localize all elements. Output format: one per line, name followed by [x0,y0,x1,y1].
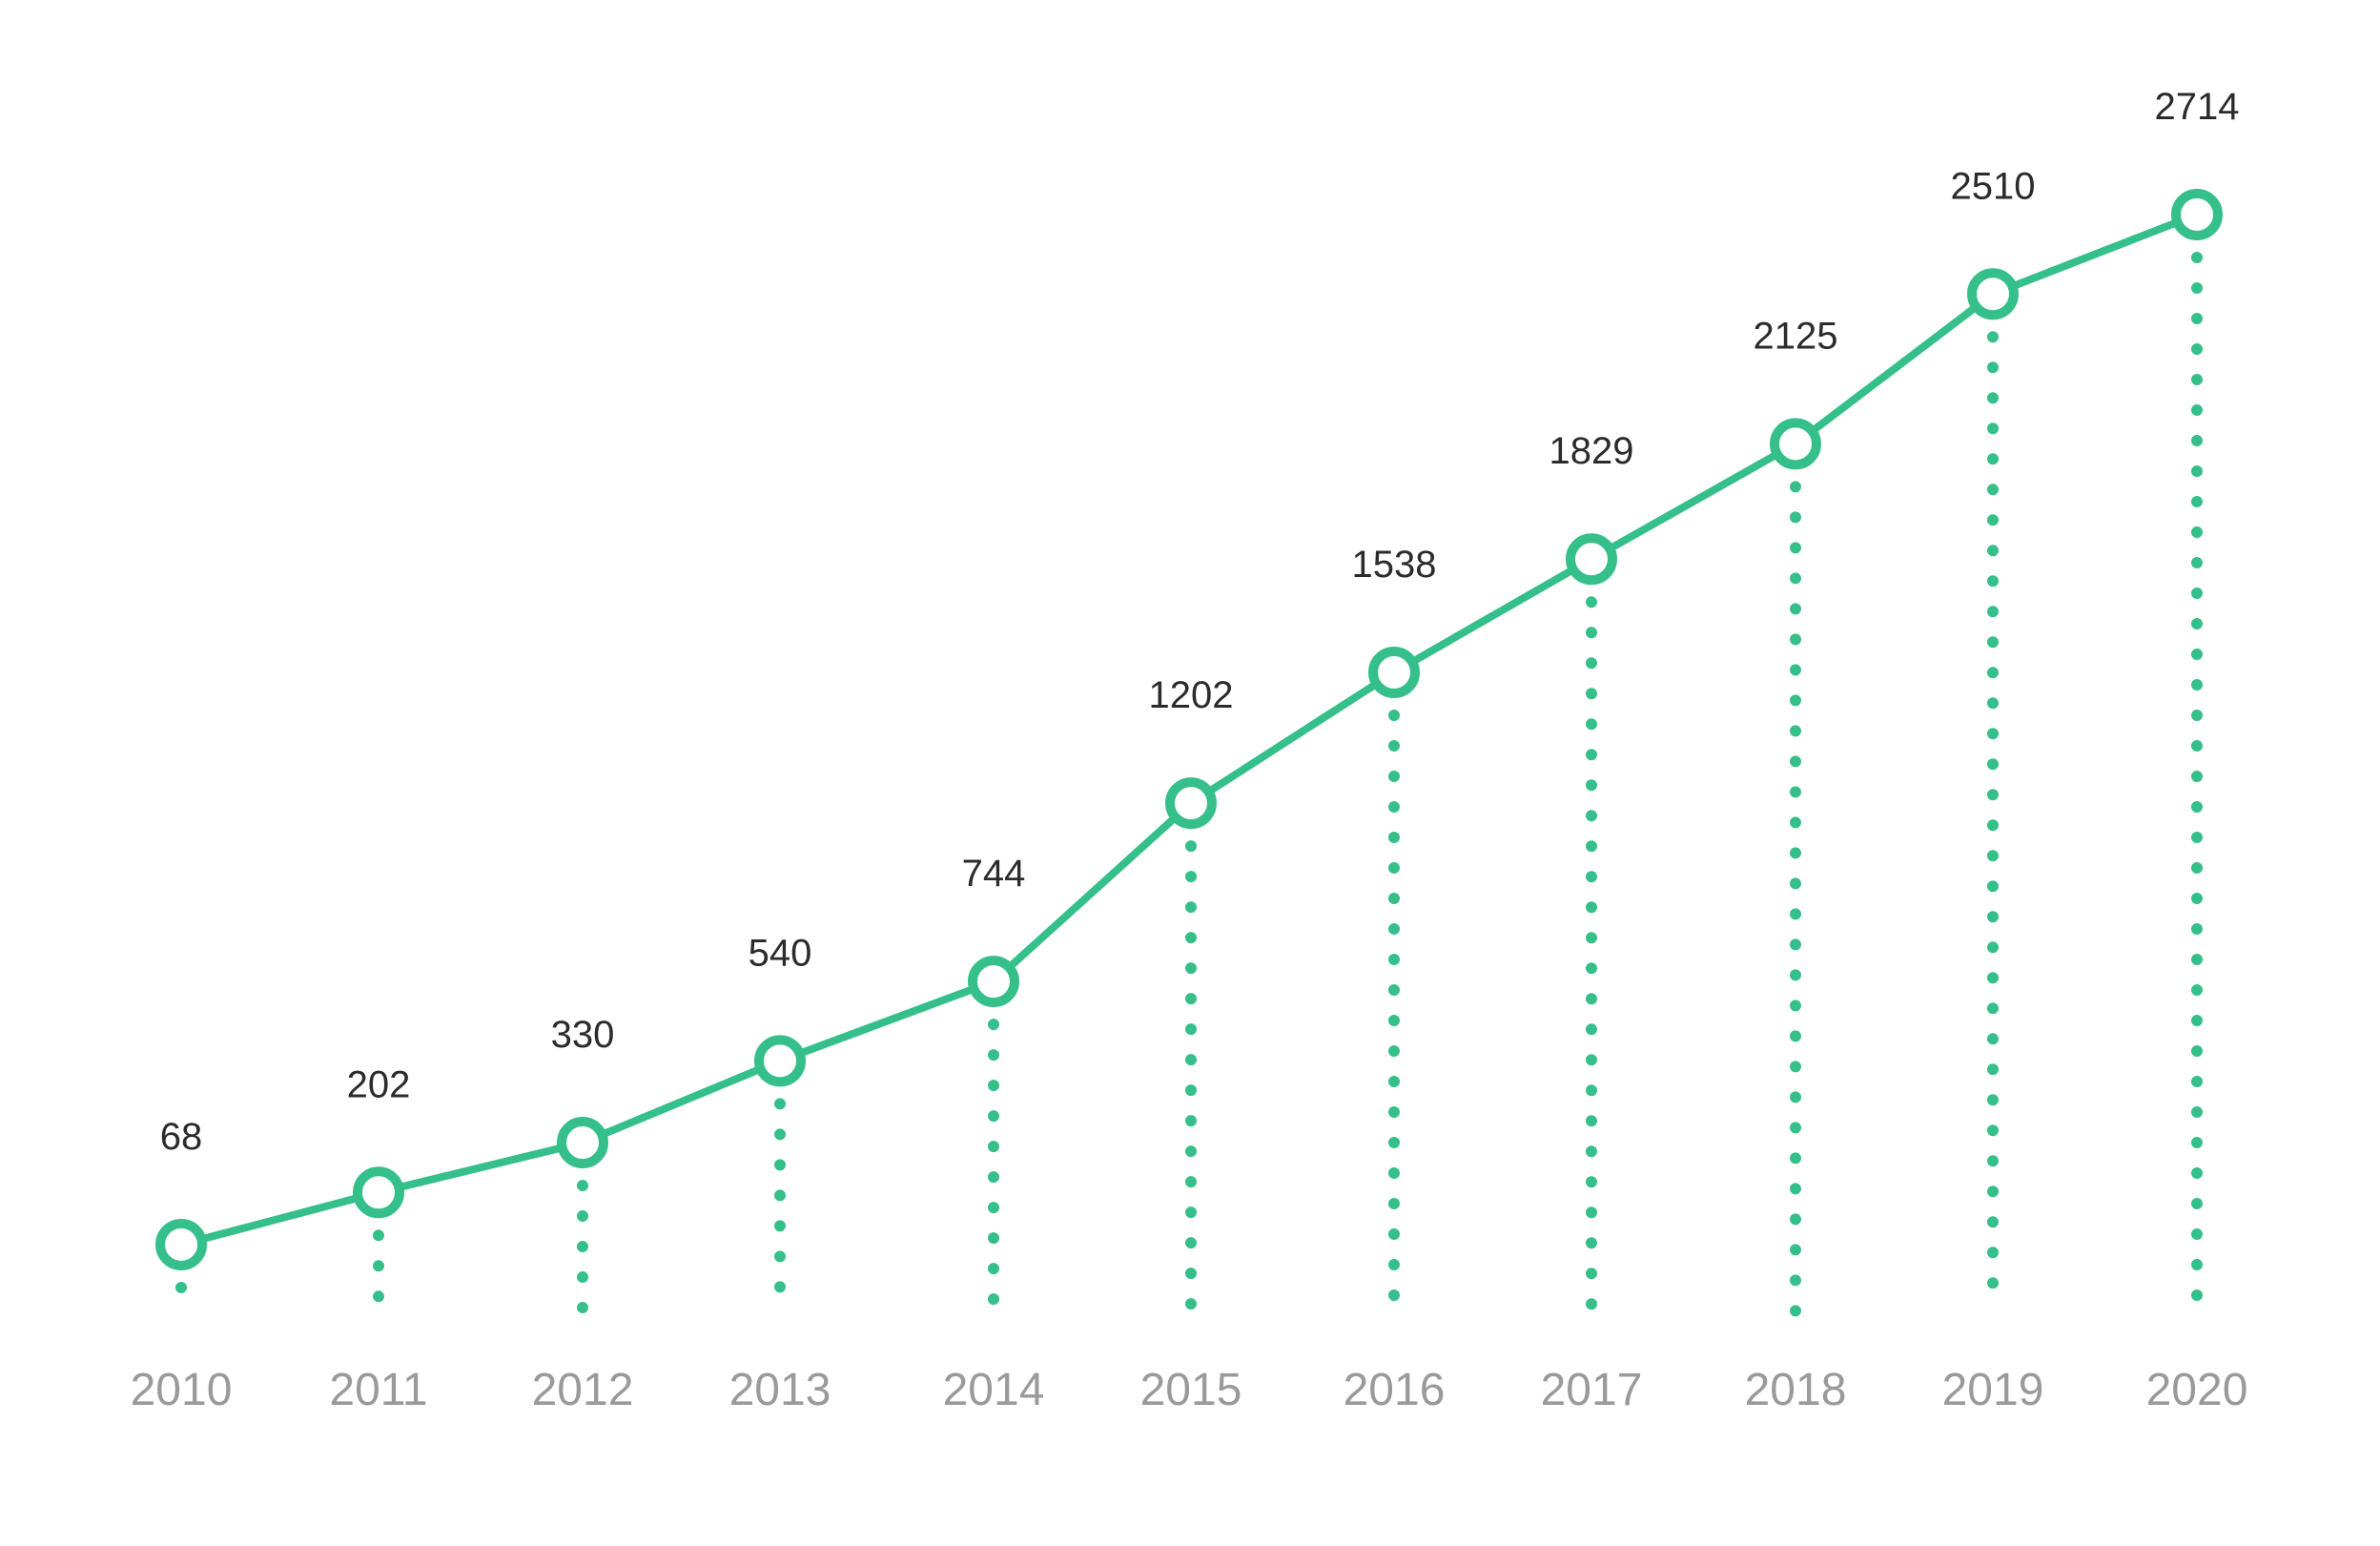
data-label-2011: 202 [347,1063,411,1105]
x-axis-tick-labels: 2010 2011 2012 2013 2014 2015 2016 2017 2018 2019… [131,1365,2248,1415]
tick-label-2012: 2012 [532,1365,634,1415]
data-point-2017 [1566,533,1617,586]
data-point-2012 [557,1117,608,1169]
data-label-2017: 1829 [1549,430,1634,472]
data-label-2012: 330 [551,1014,615,1056]
data-label-2018: 2125 [1754,315,1838,357]
tick-label-2013: 2013 [729,1365,831,1415]
data-point-2018 [1770,418,1821,470]
data-label-2020: 2714 [2155,86,2240,128]
data-markers [155,189,2223,1270]
data-point-2014 [968,956,1019,1008]
data-label-2019: 2510 [1951,165,2036,207]
drop-lines [175,252,2203,1319]
data-label-2016: 1538 [1352,544,1437,586]
data-label-2014: 744 [962,853,1026,895]
data-label-2013: 540 [749,932,812,974]
tick-label-2015: 2015 [1140,1365,1242,1415]
data-labels: 68 202 330 540 744 1202 1538 1829 2125 2510 2714 [160,86,2240,1158]
tick-label-2017: 2017 [1541,1365,1643,1415]
data-point-2019 [1967,268,2019,320]
data-point-2011 [353,1166,404,1219]
data-label-2015: 1202 [1149,674,1234,716]
data-point-2016 [1368,647,1420,698]
data-point-2020 [2171,189,2223,240]
data-point-2015 [1165,777,1217,830]
tick-label-2011: 2011 [329,1365,427,1415]
tick-label-2016: 2016 [1344,1365,1446,1415]
tick-label-2020: 2020 [2146,1365,2248,1415]
tick-label-2014: 2014 [943,1365,1045,1415]
tick-label-2018: 2018 [1745,1365,1847,1415]
tick-label-2019: 2019 [1942,1365,2044,1415]
data-point-2010 [155,1219,207,1270]
data-label-2010: 68 [160,1116,203,1158]
data-point-2013 [754,1035,806,1087]
tick-label-2010: 2010 [131,1365,233,1415]
